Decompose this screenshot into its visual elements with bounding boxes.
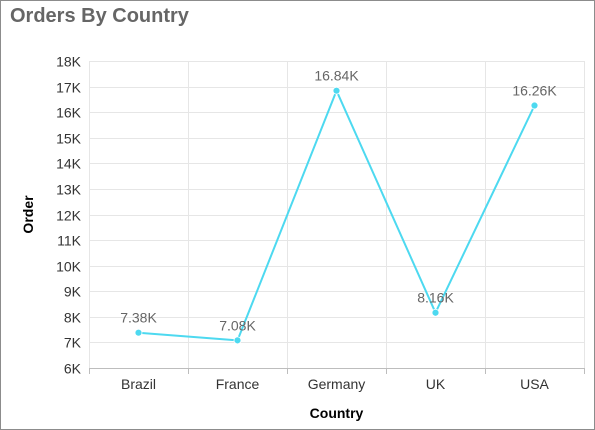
y-tick-label: 18K [56, 54, 82, 70]
data-point [332, 86, 341, 95]
chart-title: Orders By Country [10, 5, 189, 27]
x-tick-label: USA [520, 376, 549, 392]
y-tick-label: 6K [64, 361, 82, 377]
y-tick-label: 13K [56, 182, 82, 198]
data-label: 7.38K [120, 310, 157, 326]
data-point [431, 308, 440, 317]
x-tick-label: Brazil [121, 376, 156, 392]
label-layer: 7.38K 7.08K 16.84K 8.16K 16.26K [120, 68, 557, 334]
x-tick-label: Germany [308, 376, 366, 392]
data-point [233, 336, 242, 345]
y-tick-label: 10K [56, 259, 82, 275]
series-layer [134, 86, 539, 345]
x-tick-label: France [216, 376, 260, 392]
y-tick-label: 14K [56, 156, 82, 172]
y-tick-label: 17K [56, 80, 82, 96]
axis-layer: 6K 7K 8K 9K 10K 11K 12K 13K 14K 15K 16K 17K 18K Brazi… [56, 54, 585, 392]
data-label: 16.26K [512, 83, 557, 99]
grid-layer [89, 61, 585, 369]
data-label: 8.16K [417, 290, 454, 306]
y-tick-label: 15K [56, 131, 82, 147]
y-tick-label: 7K [64, 335, 82, 351]
x-tick-label: UK [426, 376, 446, 392]
data-point [134, 328, 143, 337]
y-tick-label: 16K [56, 105, 82, 121]
y-tick-label: 9K [64, 284, 82, 300]
y-tick-label: 11K [57, 233, 82, 249]
data-point [530, 101, 539, 110]
data-label: 7.08K [219, 317, 256, 333]
data-label: 16.84K [314, 68, 359, 84]
y-axis-title: Order [20, 195, 36, 234]
x-axis-title: Country [310, 405, 364, 421]
y-tick-label: 8K [64, 310, 82, 326]
y-tick-label: 12K [56, 208, 82, 224]
